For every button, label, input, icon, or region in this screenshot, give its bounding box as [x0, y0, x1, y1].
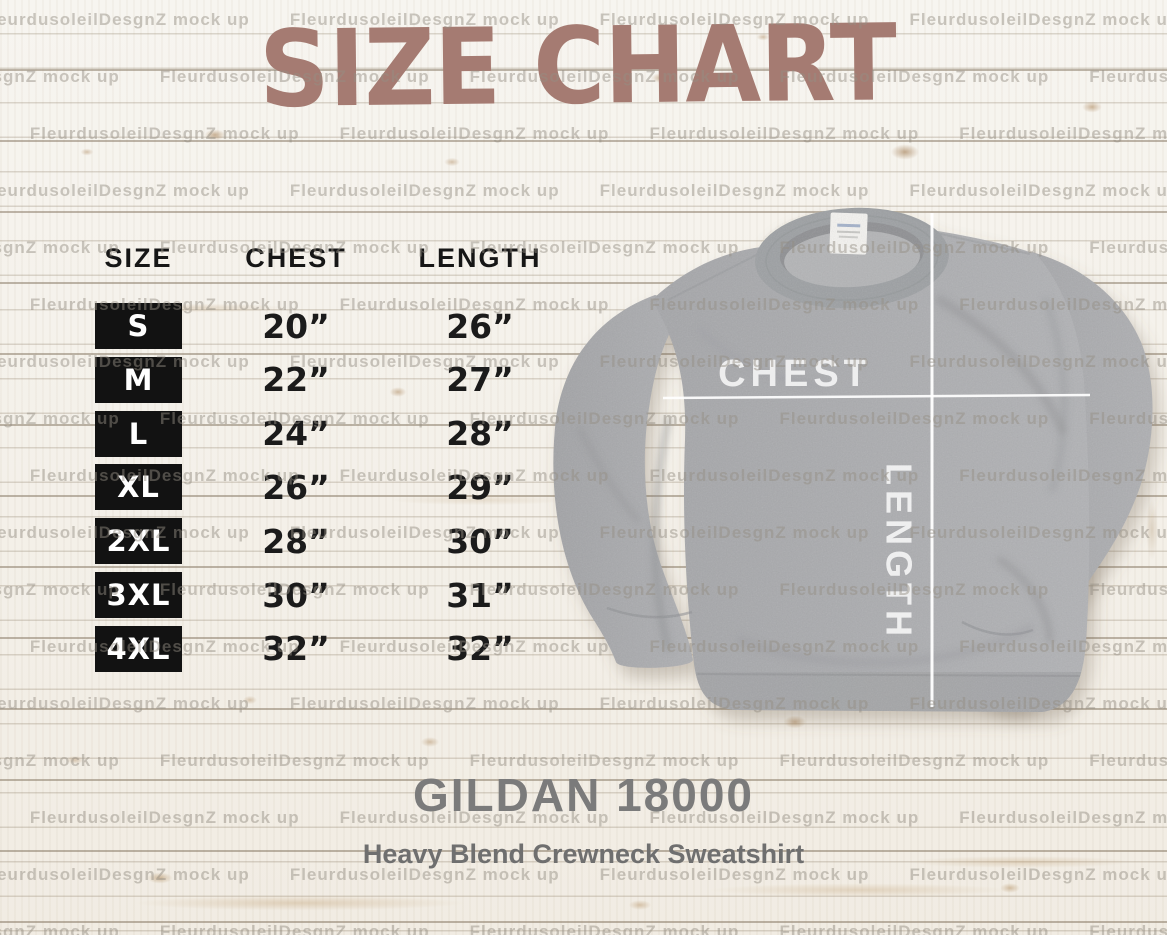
length-value: 32” — [446, 629, 514, 669]
product-name: GILDAN 18000 — [412, 769, 754, 821]
measurement-guides: CHEST LENGTH — [662, 213, 1091, 707]
size-badge: 4XL — [95, 625, 182, 672]
length-value: 30” — [446, 521, 514, 561]
chest-value: 28” — [262, 521, 330, 561]
length-value: 26” — [446, 306, 514, 346]
table-row: L 24” 28” — [0, 410, 560, 457]
length-value: 31” — [446, 575, 514, 615]
table-row: 4XL 32” 32” — [0, 625, 560, 672]
chest-value: 32” — [262, 629, 330, 669]
length-value: 29” — [446, 467, 514, 507]
chest-measure-label: CHEST — [718, 353, 872, 395]
product-subtitle: Heavy Blend Crewneck Sweatshirt — [362, 839, 805, 869]
chest-value: 30” — [262, 575, 330, 615]
page-title: SIZE CHART — [258, 2, 897, 132]
size-badge: L — [95, 410, 182, 457]
chest-value: 24” — [262, 414, 330, 454]
size-badge: S — [95, 303, 182, 349]
chest-value: 22” — [262, 360, 330, 400]
chest-measure-line — [662, 393, 1091, 400]
column-header-length: LENGTH — [418, 243, 542, 273]
table-row: 2XL 28” 30” — [0, 518, 560, 565]
table-row: XL 26” 29” — [0, 464, 560, 511]
length-value: 28” — [446, 414, 514, 454]
table-row: 3XL 30” 31” — [0, 572, 560, 618]
column-header-chest: CHEST — [245, 243, 347, 273]
length-measure-label: LENGTH — [879, 463, 920, 641]
column-header-size: SIZE — [104, 243, 173, 273]
size-badge: 3XL — [95, 572, 182, 618]
heather-texture — [553, 208, 1153, 713]
table-row: S 20” 26” — [0, 303, 560, 349]
size-badge: 2XL — [95, 518, 182, 565]
chest-value: 26” — [262, 467, 330, 507]
size-badge: M — [95, 356, 182, 403]
chest-value: 20” — [262, 306, 330, 346]
length-value: 27” — [446, 360, 514, 400]
size-table-rows: S 20” 26” M 22” 27” L 24” 28” XL 26” 29” 2XL 28” 30” 3X… — [0, 303, 560, 683]
table-row: M 22” 27” — [0, 356, 560, 403]
size-badge: XL — [95, 464, 182, 511]
